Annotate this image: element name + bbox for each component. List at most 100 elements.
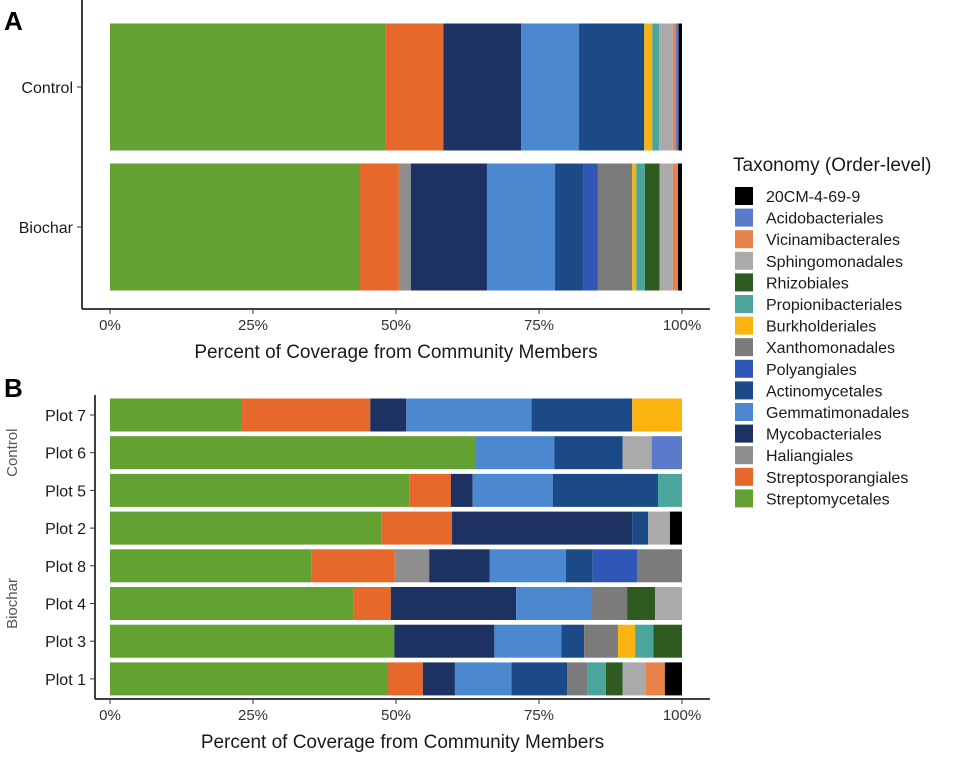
panel-a-bar-segment-biochar-strepto_sp <box>359 163 399 291</box>
panel-b-bar-segment-plot-8-gemma <box>489 549 566 583</box>
panel-b-bar-segment-plot-8-haliang <box>394 549 430 583</box>
panel-b-x-axis-title: Percent of Coverage from Community Membe… <box>201 732 604 753</box>
panel-b-bar-segment-plot-8-xantho <box>637 549 682 583</box>
panel-a-x-axis-title: Percent of Coverage from Community Membe… <box>194 342 597 363</box>
panel-b-x-tick-label: 25% <box>238 707 268 724</box>
panel-b-bar-segment-plot-1-vicin <box>645 662 665 696</box>
panel-b-bar-segment-plot-3-burk <box>617 624 636 658</box>
legend-label-sphingo: Sphingomonadales <box>766 254 903 271</box>
panel-b-bar-segment-plot-5-actino <box>552 473 658 507</box>
panel-a-bar-segment-biochar-xantho <box>597 163 633 291</box>
panel-b-category-label: Plot 2 <box>45 521 86 538</box>
legend-swatch-acido <box>735 208 753 227</box>
panel-a-bar-segment-control-burk <box>644 23 653 151</box>
legend-label-burk: Burkholderiales <box>766 319 876 336</box>
panel-a-bar-segment-control-acido <box>675 23 679 151</box>
panel-b-bar-segment-plot-4-myco <box>390 587 517 620</box>
panel-a-x-tick-label: 25% <box>238 317 268 334</box>
panel-b-chart: Plot 7 Plot 6 Plot 5 Plot 2 Plot 8 Plot 4 Plot… <box>4 395 710 753</box>
panel-b-bar-segment-plot-3-rhizo <box>653 624 682 658</box>
legend-swatch-actino <box>735 381 753 400</box>
panel-a-bar-segment-biochar-propion <box>636 163 645 291</box>
panel-a-bar-segment-biochar-rhizo <box>644 163 660 291</box>
panel-b-letter: B <box>4 373 23 403</box>
legend-swatch-propion <box>735 295 753 313</box>
panel-a-bar-segment-biochar-myco <box>410 163 487 291</box>
panel-b-bar-segment-plot-7-burk <box>632 398 682 432</box>
legend-label-polyang: Polyangiales <box>766 362 857 379</box>
legend-label-myco: Mycobacteriales <box>766 427 882 444</box>
panel-b-bar-segment-plot-8-strepto <box>110 549 312 583</box>
panel-b-category-label: Plot 8 <box>45 559 86 576</box>
legend-label-vicin: Vicinamibacterales <box>766 232 900 249</box>
panel-b-x-tick-label: 50% <box>381 707 411 724</box>
panel-a-bar-segment-control-20cm <box>678 23 682 151</box>
panel-a-x-tick-label: 75% <box>524 317 554 334</box>
panel-a-bar-segment-control-vicin <box>672 23 676 151</box>
panel-b-bar-segment-plot-7-strepto_sp <box>240 398 371 432</box>
panel-b-bar-segment-plot-8-myco <box>429 549 490 583</box>
panel-a-bar-segment-biochar-gemma <box>486 163 556 291</box>
panel-b-bar-segment-plot-3-gemma <box>494 624 562 658</box>
panel-b-bar-segment-plot-4-strepto_sp <box>353 587 391 620</box>
panel-b-bar-segment-plot-2-actino <box>632 511 649 545</box>
panel-b-bar-segment-plot-2-strepto_sp <box>381 511 453 545</box>
legend-swatch-xantho <box>735 338 753 357</box>
panel-a-bar-segment-biochar-20cm <box>678 163 682 291</box>
legend-swatch-gemma <box>735 403 753 421</box>
panel-b-category-label: Plot 5 <box>45 483 86 500</box>
legend-swatch-polyang <box>735 359 753 378</box>
legend-label-actino: Actinomycetales <box>766 383 883 400</box>
panel-b-group-label-biochar: Biochar <box>4 578 21 629</box>
panel-a-bar-segment-biochar-actino <box>555 163 584 291</box>
panel-b-bar-segment-plot-3-myco <box>394 624 495 658</box>
legend-label-propion: Propionibacteriales <box>766 297 902 314</box>
legend-label-haliang: Haliangiales <box>766 448 853 465</box>
panel-a-chart: Control Biochar 0% 25% 50% 75% 100% Percent of … <box>19 0 710 363</box>
legend-label-rhizo: Rhizobiales <box>766 275 849 292</box>
panel-a-bar-segment-biochar-sphingo <box>659 163 673 291</box>
panel-b-group-label-control: Control <box>4 429 21 477</box>
panel-b-bar-segment-plot-4-rhizo <box>627 587 656 620</box>
panel-a-bar-segment-biochar-burk <box>632 163 637 291</box>
panel-a-bar-segment-control-strepto <box>110 23 386 151</box>
panel-b-bar-segment-plot-5-strepto <box>110 473 410 507</box>
panel-b-bar-segment-plot-1-myco <box>422 662 455 696</box>
panel-b-bar-segment-plot-7-myco <box>370 398 407 432</box>
panel-b-bar-segment-plot-2-myco <box>452 511 633 545</box>
panel-b-bar-segment-plot-4-strepto <box>110 587 354 620</box>
panel-b-bar-segment-plot-7-gemma <box>406 398 532 432</box>
panel-b-bar-segment-plot-4-xantho <box>591 587 628 620</box>
legend-label-gemma: Gemmatimonadales <box>766 405 909 422</box>
legend-swatch-strepto_sp <box>735 467 753 486</box>
legend-title: Taxonomy (Order-level) <box>733 155 932 176</box>
panel-b-bar-segment-plot-5-propion <box>657 473 682 507</box>
panel-b-bar-segment-plot-8-polyang <box>592 549 638 583</box>
legend-label-strepto_sp: Streptosporangiales <box>766 470 908 487</box>
panel-b-bar-segment-plot-6-actino <box>554 436 623 470</box>
panel-b-x-tick-label: 75% <box>524 707 554 724</box>
panel-a-bar-segment-control-gemma <box>521 23 580 151</box>
panel-b-bar-segment-plot-1-sphingo <box>622 662 646 696</box>
legend-swatch-burk <box>735 316 753 335</box>
panel-b-x-tick-label: 0% <box>99 707 121 724</box>
panel-b-bar-segment-plot-1-20cm <box>664 662 682 696</box>
legend-swatch-haliang <box>735 446 753 465</box>
panel-b-category-label: Plot 1 <box>45 672 86 689</box>
panel-b-bar-segment-plot-8-strepto_sp <box>311 549 395 583</box>
panel-a-bar-segment-biochar-haliang <box>398 163 411 291</box>
legend-swatch-myco <box>735 424 753 443</box>
panel-a-bar-segment-biochar-strepto <box>110 163 360 291</box>
legend-swatch-strepto <box>735 489 753 508</box>
panel-a-x-tick-label: 50% <box>381 317 411 334</box>
legend: Taxonomy (Order-level) 20CM-4-69-9 Acidoba… <box>733 155 932 508</box>
legend-label-20cm: 20CM-4-69-9 <box>766 189 860 206</box>
panel-b-bar-segment-plot-6-strepto <box>110 436 475 470</box>
panel-b-bar-segment-plot-1-strepto <box>110 662 388 696</box>
panel-b-bar-segment-plot-8-actino <box>565 549 593 583</box>
panel-b-bar-segment-plot-2-strepto <box>110 511 382 545</box>
panel-b-bar-segment-plot-1-gemma <box>454 662 512 696</box>
panel-b-bar-segment-plot-6-gemma <box>474 436 555 470</box>
legend-swatch-rhizo <box>735 273 753 292</box>
